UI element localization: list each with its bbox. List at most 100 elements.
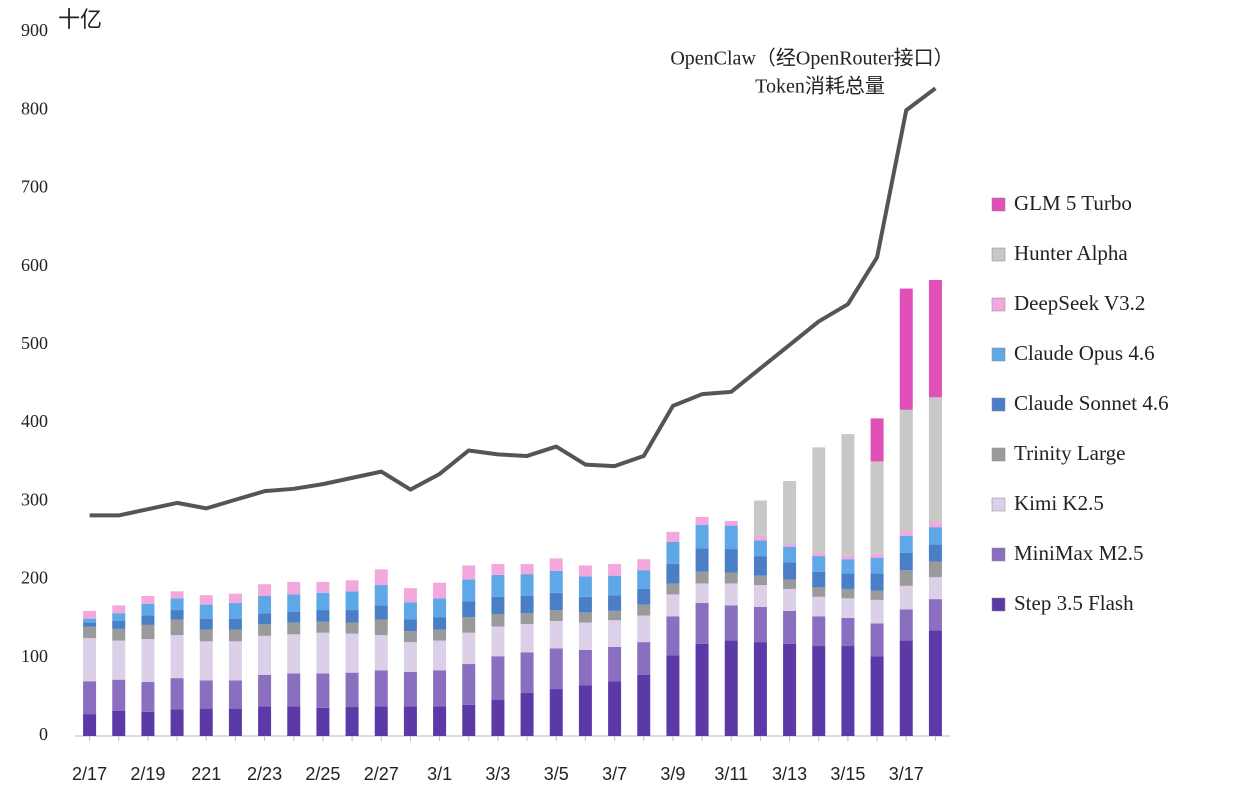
y-tick-label: 200 (21, 568, 48, 588)
bar-segment (841, 646, 855, 736)
bar-segment (462, 617, 476, 633)
bar-segment (287, 622, 301, 635)
bar-segment (666, 594, 680, 617)
bar-segment (724, 549, 738, 573)
bar-segment (141, 639, 155, 683)
bar-segment (374, 569, 388, 586)
bar-segment (520, 613, 534, 625)
bar-segment (578, 576, 592, 597)
bar-segment (462, 565, 476, 580)
bar-segment (928, 527, 942, 545)
legend-label: MiniMax M2.5 (1014, 541, 1144, 565)
bar-segment (841, 434, 855, 556)
bar-segment (695, 583, 709, 604)
bar-segment (491, 626, 505, 657)
bar-segment (374, 585, 388, 606)
bar-segment (462, 704, 476, 736)
x-tick-label: 3/11 (714, 764, 748, 784)
bar-segment (899, 409, 913, 532)
bar-segment (899, 640, 913, 736)
bar-segment (491, 563, 505, 575)
bar-segment (724, 525, 738, 550)
bar-segment (228, 618, 242, 630)
bar-segment (112, 628, 126, 641)
bar-segment (520, 692, 534, 736)
bar-segment (812, 552, 826, 557)
bar-segment (928, 397, 942, 523)
bar-segment (199, 618, 213, 630)
x-tick-label: 2/19 (130, 764, 165, 784)
bar-segment (637, 615, 651, 643)
bar-segment (578, 596, 592, 613)
bar-segment (170, 709, 184, 736)
bar-segment (666, 542, 680, 564)
bar-segment (345, 580, 359, 592)
legend-label: DeepSeek V3.2 (1014, 291, 1145, 315)
bar-segment (403, 706, 417, 736)
bar-segment (141, 711, 155, 736)
bar-segment (374, 706, 388, 736)
bar-segment (578, 612, 592, 623)
bar-segment (549, 610, 563, 622)
y-tick-label: 500 (21, 333, 48, 353)
bar-segment (287, 581, 301, 595)
bar-segment (753, 585, 767, 607)
bar-segment (520, 624, 534, 653)
legend-label: Claude Opus 4.6 (1014, 341, 1155, 365)
bar-segment (928, 279, 942, 398)
x-tick-label: 3/1 (427, 764, 452, 784)
bar-segment (199, 629, 213, 642)
legend-swatch (991, 297, 1006, 312)
legend-swatch (991, 347, 1006, 362)
bar-segment (783, 543, 797, 547)
bar-segment (433, 617, 447, 630)
bar-segment (870, 573, 884, 591)
legend-label: Claude Sonnet 4.6 (1014, 391, 1169, 415)
bar-segment (899, 609, 913, 641)
bar-segment (724, 583, 738, 606)
bar-segment (841, 617, 855, 647)
bar-segment (83, 626, 97, 639)
bar-segment (870, 656, 884, 736)
y-tick-label: 400 (21, 411, 48, 431)
bar-segment (783, 643, 797, 736)
bar-segment (112, 679, 126, 711)
x-tick-label: 3/7 (602, 764, 627, 784)
bar-segment (345, 591, 359, 611)
bar-segment (433, 706, 447, 736)
legend-label: Step 3.5 Flash (1014, 591, 1134, 615)
bar-segment (374, 619, 388, 636)
bar-segment (170, 619, 184, 636)
y-tick-label: 800 (21, 98, 48, 118)
bar-segment (695, 643, 709, 736)
legend-swatch (991, 547, 1006, 562)
y-tick-label: 100 (21, 646, 48, 666)
bar-segment (695, 603, 709, 644)
bar-segment (462, 664, 476, 705)
bar-segment (520, 563, 534, 575)
bar-segment (258, 584, 272, 596)
legend-label: Trinity Large (1014, 441, 1125, 465)
bar-segment (549, 648, 563, 690)
bar-segment (83, 610, 97, 619)
legend-swatch (991, 247, 1006, 262)
bar-segment (199, 595, 213, 605)
bar-segment (228, 708, 242, 736)
bar-segment (753, 540, 767, 557)
bar-segment (316, 707, 330, 736)
bar-segment (608, 620, 622, 647)
bar-segment (462, 632, 476, 665)
bar-segment (345, 672, 359, 708)
bar-segment (841, 588, 855, 599)
legend-label: Kimi K2.5 (1014, 491, 1104, 515)
bar-segment (870, 599, 884, 624)
bar-segment (141, 595, 155, 604)
bar-segment (899, 585, 913, 610)
bar-segment (783, 579, 797, 589)
bar-segment (141, 615, 155, 625)
bar-segment (287, 611, 301, 623)
bar-segment (141, 603, 155, 616)
bar-segment (841, 598, 855, 618)
bar-segment (258, 674, 272, 707)
bar-segment (608, 610, 622, 621)
